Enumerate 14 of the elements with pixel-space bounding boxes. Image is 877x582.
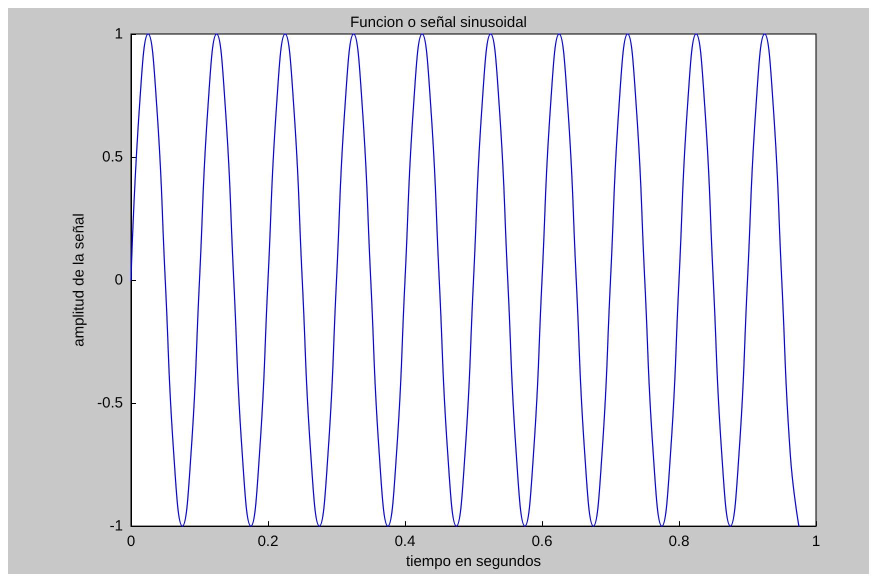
x-tick-label: 0.2 xyxy=(258,533,278,550)
x-axis-title: tiempo en segundos xyxy=(406,553,542,570)
y-tick-label: 1 xyxy=(114,26,123,42)
y-tick-label: 0 xyxy=(114,272,123,289)
y-tick-label: -0.5 xyxy=(97,394,123,412)
x-tick-label: 0.8 xyxy=(668,533,690,550)
chart-title: Funcion o señal sinusoidal xyxy=(350,14,527,31)
x-tick-label: 0 xyxy=(126,533,136,550)
x-tick-label: 1 xyxy=(812,533,820,550)
y-axis-title: amplitud de la señal xyxy=(70,213,88,347)
x-tick-label: 0.4 xyxy=(394,533,416,550)
y-tick-label: -1 xyxy=(110,518,123,535)
y-tick-label: 0.5 xyxy=(102,148,123,166)
x-tick-label: 0.6 xyxy=(532,533,552,550)
